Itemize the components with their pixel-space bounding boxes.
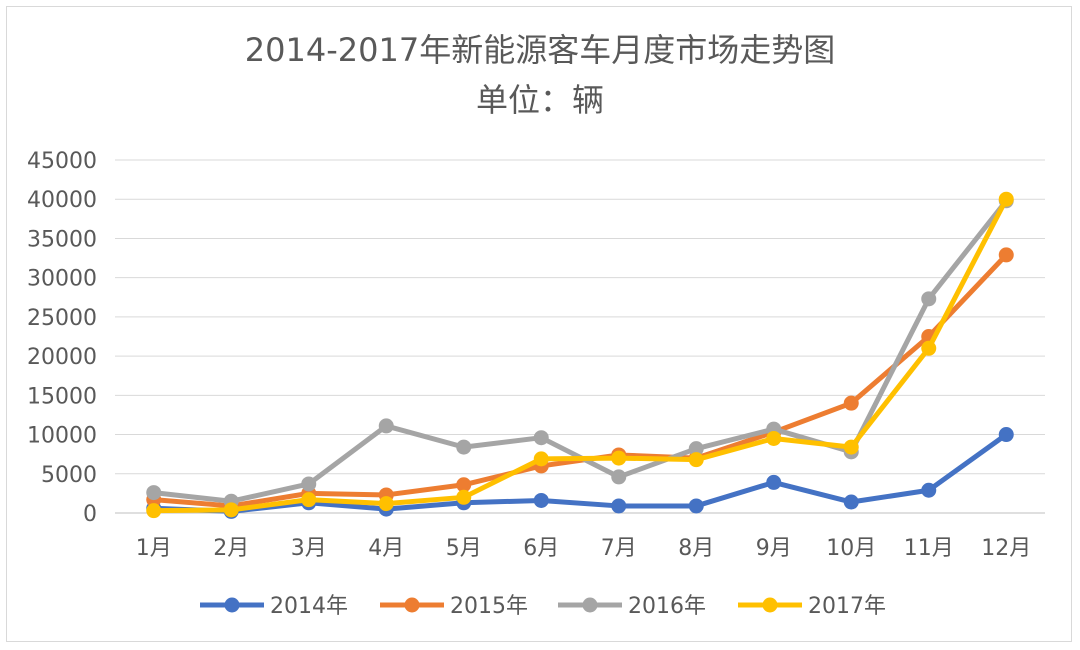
legend-label: 2014年 <box>270 594 348 619</box>
chart-subtitle: 单位：辆 <box>475 81 604 119</box>
legend-item: 2016年 <box>558 594 706 619</box>
gridlines <box>115 159 1045 514</box>
legend-item: 2017年 <box>738 594 886 619</box>
data-point <box>688 452 704 468</box>
legend: 2014年 2015年 2016年 2017年 <box>200 594 886 619</box>
legend-marker <box>224 597 240 613</box>
legend-label: 2016年 <box>628 594 706 619</box>
x-tick-label: 5月 <box>446 536 482 561</box>
y-axis-labels: 0 5000 10000 15000 20000 25000 30000 35000 40000… <box>27 149 97 527</box>
data-point <box>688 441 704 457</box>
x-tick-label: 12月 <box>981 536 1031 561</box>
data-point <box>843 395 859 411</box>
data-point <box>456 477 472 493</box>
legend-item: 2014年 <box>200 594 348 619</box>
series-lines <box>146 191 1014 519</box>
data-point <box>378 418 394 434</box>
data-point <box>998 191 1014 207</box>
data-point <box>843 439 859 455</box>
y-tick-label: 40000 <box>27 188 97 213</box>
series-line <box>151 432 1009 514</box>
x-axis-labels: 1月 2月 3月 4月 5月 6月 7月 8月 9月 10月 11月 12月 <box>136 536 1032 561</box>
data-point <box>843 494 859 510</box>
data-point <box>921 291 937 307</box>
y-tick-label: 30000 <box>27 267 97 292</box>
data-point <box>998 247 1014 263</box>
data-point <box>301 492 317 508</box>
data-point <box>533 492 549 508</box>
data-point <box>921 482 937 498</box>
y-tick-label: 15000 <box>27 384 97 409</box>
y-tick-label: 10000 <box>27 424 97 449</box>
x-tick-label: 2月 <box>213 536 249 561</box>
y-tick-label: 35000 <box>27 227 97 252</box>
legend-marker <box>582 597 598 613</box>
data-point <box>921 340 937 356</box>
x-tick-label: 1月 <box>136 536 172 561</box>
data-point <box>456 489 472 505</box>
x-tick-label: 4月 <box>368 536 404 561</box>
chart-frame <box>6 6 1072 642</box>
data-point <box>533 430 549 446</box>
data-point <box>998 427 1014 443</box>
series-line <box>151 196 1009 514</box>
legend-label: 2015年 <box>450 594 528 619</box>
data-point <box>146 503 162 519</box>
legend-item: 2015年 <box>380 594 528 619</box>
legend-marker <box>762 597 778 613</box>
data-point <box>688 498 704 514</box>
data-point <box>146 485 162 501</box>
data-point <box>766 474 782 490</box>
data-point <box>456 439 472 455</box>
y-tick-label: 0 <box>83 502 97 527</box>
x-tick-label: 9月 <box>756 536 792 561</box>
legend-marker <box>404 597 420 613</box>
legend-label: 2017年 <box>808 594 886 619</box>
data-point <box>611 450 627 466</box>
y-tick-label: 25000 <box>27 306 97 331</box>
series-line <box>151 252 1009 509</box>
data-point <box>533 451 549 467</box>
x-tick-label: 3月 <box>291 536 327 561</box>
x-tick-label: 8月 <box>678 536 714 561</box>
y-tick-label: 20000 <box>27 345 97 370</box>
data-point <box>223 502 239 518</box>
x-tick-label: 7月 <box>601 536 637 561</box>
y-tick-label: 5000 <box>41 463 97 488</box>
data-point <box>766 430 782 446</box>
x-tick-label: 10月 <box>826 536 876 561</box>
x-tick-label: 6月 <box>523 536 559 561</box>
series-group <box>146 191 1014 519</box>
y-tick-label: 45000 <box>27 149 97 174</box>
data-point <box>301 476 317 492</box>
x-tick-label: 11月 <box>904 536 954 561</box>
chart-title: 2014-2017年新能源客车月度市场走势图 <box>244 31 836 69</box>
data-point <box>611 498 627 514</box>
data-point <box>611 469 627 485</box>
data-point <box>378 496 394 512</box>
